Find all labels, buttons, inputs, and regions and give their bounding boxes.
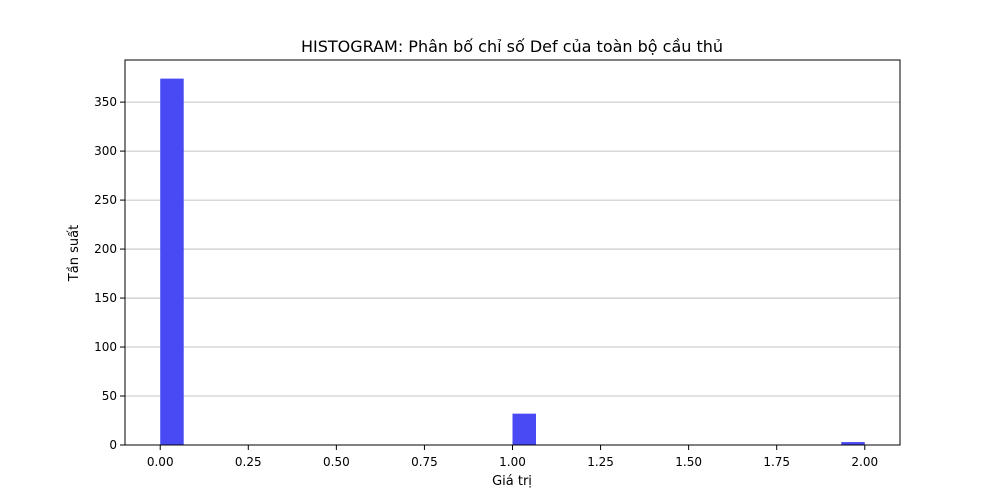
y-axis-ticks: 0 50 100 150 200 250 300 350 [94, 95, 125, 452]
y-tick-label: 200 [94, 242, 117, 256]
x-tick-label: 2.00 [851, 455, 878, 469]
x-axis-label: Giá trị [492, 474, 532, 489]
y-tick-label: 150 [94, 291, 117, 305]
y-tick-label: 250 [94, 193, 117, 207]
x-tick-label: 0.25 [235, 455, 262, 469]
x-tick-label: 0.75 [411, 455, 438, 469]
y-tick-label: 0 [109, 438, 117, 452]
histogram-bar [160, 78, 184, 446]
grid-lines [125, 101, 900, 397]
histogram-bar [841, 442, 865, 445]
plot-frame [124, 59, 901, 446]
y-tick-label: 300 [94, 144, 117, 158]
histogram-bar [512, 413, 536, 445]
x-axis-ticks: 0.00 0.25 0.50 0.75 1.00 1.25 1.50 1.75 2.00 [147, 445, 878, 469]
x-tick-label: 1.50 [675, 455, 702, 469]
x-tick-label: 0.50 [323, 455, 350, 469]
y-tick-label: 100 [94, 340, 117, 354]
y-tick-label: 350 [94, 95, 117, 109]
y-axis-label: Tần suất [67, 225, 82, 282]
x-tick-label: 0.00 [147, 455, 174, 469]
x-tick-label: 1.25 [587, 455, 614, 469]
bars [160, 78, 865, 446]
y-tick-label: 50 [102, 389, 117, 403]
x-tick-label: 1.75 [763, 455, 790, 469]
x-tick-label: 1.00 [499, 455, 526, 469]
chart-title: HISTOGRAM: Phân bố chỉ số Def của toàn b… [301, 37, 723, 56]
